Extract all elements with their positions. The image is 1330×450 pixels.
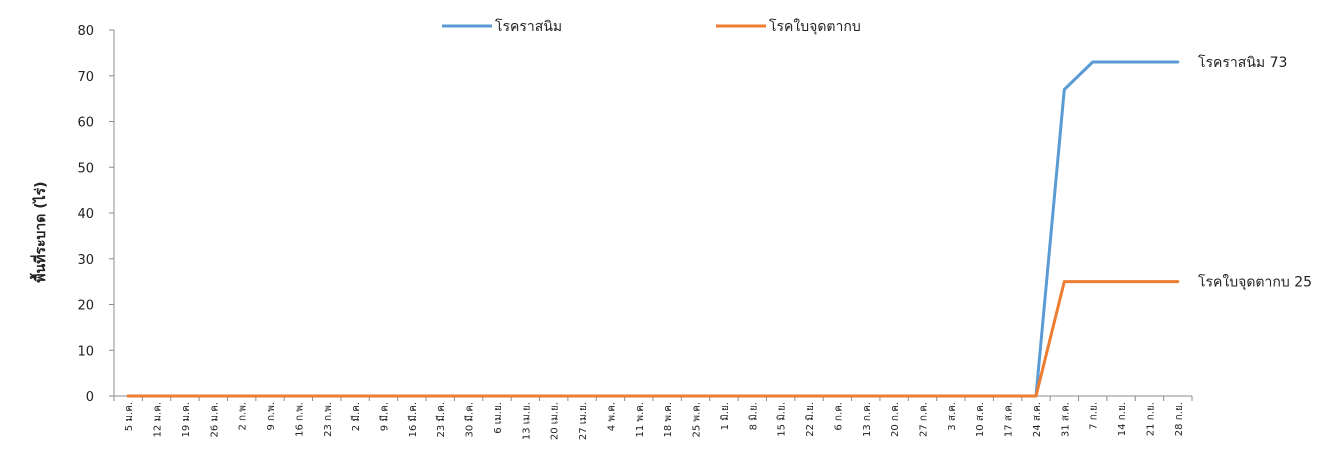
y-tick-label: 30 <box>77 253 94 268</box>
x-tick-label: 20 ก.ค. <box>890 402 901 437</box>
y-tick-label: 20 <box>77 299 94 314</box>
x-tick-label: 27 ก.ค. <box>919 402 930 437</box>
x-tick-label: 27 เม.ย. <box>578 402 589 440</box>
x-tick-label: 17 ส.ค. <box>1004 402 1015 437</box>
series-end-label: โรคใบจุดตากบ 25 <box>1198 274 1312 291</box>
series-end-labels: โรคราสนิม 73 โรคใบจุดตากบ 25 <box>1198 54 1312 291</box>
x-tick-label: 13 ก.ค. <box>862 402 873 437</box>
x-tick-label: 23 มี.ค. <box>435 402 447 438</box>
legend-label: โรคราสนิม <box>495 18 562 35</box>
series-line <box>126 280 1180 398</box>
x-tick-label: 22 มิ.ย. <box>805 402 816 437</box>
y-tick-label: 10 <box>77 344 94 359</box>
x-tick-label: 24 ส.ค. <box>1032 402 1043 437</box>
x-tick-label: 11 พ.ค. <box>635 402 646 438</box>
x-tick-label: 25 พ.ค. <box>692 402 703 438</box>
x-tick-label: 10 ส.ค. <box>975 402 986 437</box>
x-tick-label: 9 มี.ค. <box>379 402 391 431</box>
x-tick-label: 18 พ.ค. <box>663 402 674 438</box>
x-tick-label: 3 ส.ค. <box>947 402 958 431</box>
x-tick-label: 19 ม.ค. <box>181 402 192 438</box>
series-line <box>126 60 1180 398</box>
series-end-label: โรคราสนิม 73 <box>1198 54 1287 71</box>
y-tick-label: 50 <box>77 161 94 176</box>
x-tick-label: 13 เม.ย. <box>521 402 532 440</box>
y-tick-label: 40 <box>77 207 94 222</box>
x-tick-label: 6 ก.ค. <box>833 402 844 431</box>
y-tick-label: 0 <box>86 390 94 405</box>
x-tick-label: 26 ม.ค. <box>209 402 220 438</box>
x-tick-label: 12 ม.ค. <box>153 402 164 438</box>
x-tick-label: 7 ก.ย. <box>1089 402 1100 430</box>
x-axis-ticks: 5 ม.ค. 12 ม.ค. 19 ม.ค. 26 ม.ค. 2 ก.พ. 9 ก.พ. 1… <box>113 396 1193 440</box>
x-tick-label: 31 ส.ค. <box>1060 402 1071 437</box>
x-tick-label: 8 มิ.ย. <box>748 402 759 430</box>
x-tick-label: 16 ก.พ. <box>294 402 305 437</box>
x-tick-label: 5 ม.ค. <box>124 402 135 431</box>
series-lines <box>126 60 1180 398</box>
y-axis-ticks: 0 10 20 30 40 50 60 70 80 <box>77 24 114 405</box>
legend: โรคราสนิม โรคใบจุดตากบ <box>442 18 861 35</box>
y-tick-label: 80 <box>77 24 94 39</box>
y-axis-label: พื้นที่ระบาด (ไร่) <box>29 181 49 282</box>
x-tick-label: 14 ก.ย. <box>1117 402 1128 436</box>
x-tick-label: 16 มี.ค. <box>407 402 419 438</box>
x-tick-label: 28 ก.ย. <box>1174 402 1185 436</box>
x-tick-label: 2 ก.พ. <box>238 402 249 431</box>
x-tick-label: 2 มี.ค. <box>350 402 362 431</box>
x-tick-label: 30 มี.ค. <box>464 402 476 438</box>
x-tick-label: 4 พ.ค. <box>606 402 617 431</box>
x-tick-label: 15 มิ.ย. <box>777 402 788 437</box>
y-tick-label: 70 <box>77 70 94 85</box>
x-tick-label: 21 ก.ย. <box>1145 402 1156 436</box>
x-tick-label: 20 เม.ย. <box>550 402 561 440</box>
chart-axes <box>113 30 1192 397</box>
x-tick-label: 23 ก.พ. <box>323 402 334 437</box>
y-tick-label: 60 <box>77 116 94 131</box>
legend-label: โรคใบจุดตากบ <box>769 18 861 35</box>
x-tick-label: 6 เม.ย. <box>493 402 504 434</box>
x-tick-label: 9 ก.พ. <box>266 402 277 431</box>
x-tick-label: 1 มิ.ย. <box>720 402 731 430</box>
